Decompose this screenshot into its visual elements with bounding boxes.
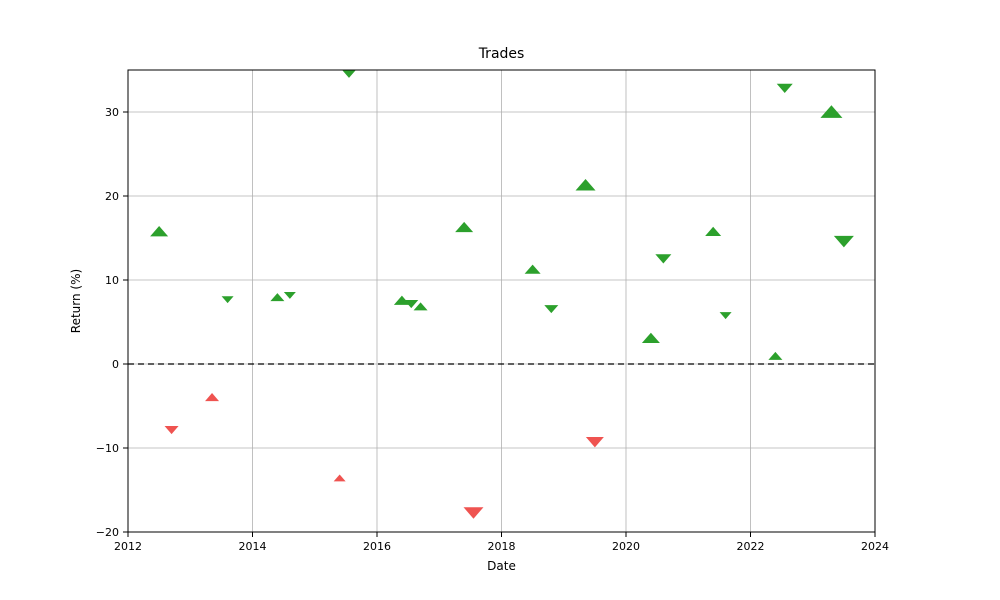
x-tick-label: 2014 bbox=[239, 540, 267, 553]
x-tick-label: 2024 bbox=[861, 540, 889, 553]
trades-scatter-chart: 2012 2014 2016 2018 2020 2022 2024 −20 −10 0 10 20 3… bbox=[0, 0, 1000, 600]
y-tick-label: 20 bbox=[105, 190, 119, 203]
y-tick-label: 30 bbox=[105, 106, 119, 119]
y-tick-label: −10 bbox=[96, 442, 119, 455]
x-tick-label: 2020 bbox=[612, 540, 640, 553]
chart-container: 2012 2014 2016 2018 2020 2022 2024 −20 −10 0 10 20 3… bbox=[0, 0, 1000, 600]
y-tick-label: −20 bbox=[96, 526, 119, 539]
x-tick-label: 2022 bbox=[737, 540, 765, 553]
x-axis-label: Date bbox=[487, 559, 516, 573]
x-tick-label: 2018 bbox=[488, 540, 516, 553]
y-tick-label: 10 bbox=[105, 274, 119, 287]
x-tick-label: 2016 bbox=[363, 540, 391, 553]
y-tick-label: 0 bbox=[112, 358, 119, 371]
x-tick-label: 2012 bbox=[114, 540, 142, 553]
chart-title: Trades bbox=[478, 46, 525, 62]
y-axis-label: Return (%) bbox=[69, 269, 83, 333]
